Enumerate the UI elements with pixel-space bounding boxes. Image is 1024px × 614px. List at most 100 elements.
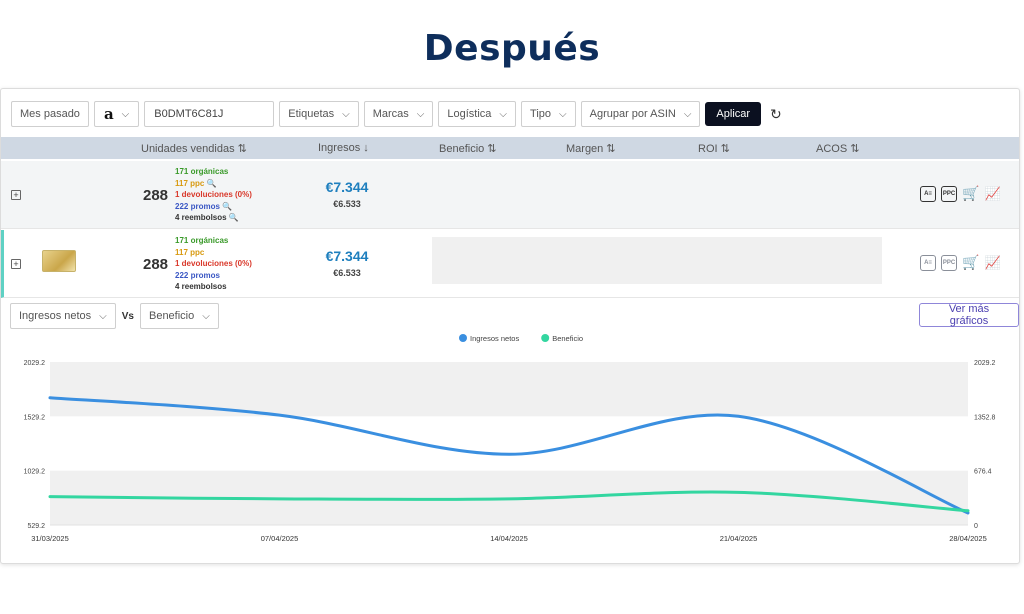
magnifier-icon[interactable]: 🔍	[222, 201, 233, 211]
loading-placeholder	[432, 237, 882, 284]
header-revenue[interactable]: Ingresos ↓	[318, 142, 369, 154]
promo-units[interactable]: 222 promos 🔍	[175, 201, 252, 213]
page-title: Después	[423, 28, 601, 69]
y-left-tick-label: 2029.2	[24, 360, 46, 367]
units-sold-value: 288	[143, 256, 169, 273]
row-actions: A≡ PPC 🛒 📈	[920, 185, 1001, 202]
translate-icon[interactable]: A≡	[920, 254, 936, 271]
sort-icon: ⇅	[720, 143, 730, 155]
chart-trend-icon[interactable]: 📈	[984, 185, 1001, 201]
header-margin[interactable]: Margen ⇅	[566, 142, 616, 155]
sort-icon: ⇅	[850, 143, 860, 155]
chevron-down-icon: ⌵	[202, 310, 210, 322]
refresh-icon[interactable]: ↻	[770, 105, 782, 122]
y-right-tick-label: 1352.8	[974, 414, 996, 421]
logistics-label: Logística	[447, 108, 492, 120]
y-left-tick-label: 529.2	[27, 523, 45, 530]
revenue-sub-value: €6.533	[333, 199, 361, 209]
y-right-tick-label: 0	[974, 523, 978, 530]
legend-label: Beneficio	[552, 334, 583, 343]
refund-units-label: 4 reembolsos	[175, 213, 227, 222]
type-select[interactable]: Tipo ⌵	[521, 101, 576, 127]
type-label: Tipo	[530, 108, 552, 120]
y-left-tick-label: 1029.2	[24, 469, 46, 476]
magnifier-icon[interactable]: 🔍	[228, 213, 239, 222]
table-header: Unidades vendidas ⇅ Ingresos ↓ Beneficio ⇅ …	[1, 137, 1019, 159]
revenue-value: €7.344	[325, 179, 369, 195]
header-roi[interactable]: ROI ⇅	[698, 142, 730, 155]
period-select[interactable]: Mes pasado	[11, 101, 89, 127]
refund-units[interactable]: 4 reembolsos 🔍	[175, 212, 252, 224]
more-charts-button[interactable]: Ver más gráficos	[919, 303, 1019, 327]
legend-marker	[541, 334, 550, 342]
ppc-units[interactable]: 117 ppc 🔍	[175, 178, 252, 190]
logistics-select[interactable]: Logística ⌵	[438, 101, 517, 127]
chevron-down-icon: ⌵	[342, 108, 350, 120]
sort-icon: ⇅	[606, 143, 616, 155]
line-chart: 2029.2 1529.2 1029.2 529.2 2029.2 1352.8 676.4…	[24, 334, 996, 543]
ppc-units-label: 117 ppc	[175, 178, 205, 188]
x-tick-label: 21/04/2025	[720, 534, 758, 543]
units-breakdown: 171 orgánicas 117 ppc 1 devoluciones (0%…	[175, 235, 252, 293]
group-by-label: Agrupar por ASIN	[589, 108, 676, 120]
marketplace-select[interactable]: a ⌵	[93, 101, 140, 127]
expand-toggle[interactable]: +	[11, 190, 21, 200]
units-sold-value: 288	[143, 187, 169, 204]
promo-units-label: 222 promos	[175, 201, 220, 211]
chevron-down-icon: ⌵	[121, 108, 130, 120]
chevron-down-icon: ⌵	[99, 310, 107, 322]
metric-a-select[interactable]: Ingresos netos ⌵	[10, 303, 116, 329]
refund-units: 4 reembolsos	[175, 282, 227, 291]
ppc-icon[interactable]: PPC	[941, 185, 957, 202]
cart-icon[interactable]: 🛒	[962, 185, 980, 201]
ppc-units: 117 ppc	[175, 247, 205, 257]
ppc-icon[interactable]: PPC	[941, 254, 957, 271]
magnifier-icon[interactable]: 🔍	[206, 178, 217, 188]
chart-trend-icon[interactable]: 📈	[984, 254, 1001, 270]
expand-toggle[interactable]: +	[11, 259, 21, 269]
sort-desc-icon: ↓	[363, 142, 369, 154]
sort-icon: ⇅	[237, 143, 247, 155]
chevron-down-icon: ⌵	[683, 108, 692, 120]
y-right-tick-label: 676.4	[974, 469, 992, 476]
legend-marker	[459, 334, 467, 342]
cart-icon[interactable]: 🛒	[962, 254, 980, 270]
series-line-profit	[48, 490, 970, 513]
tags-select[interactable]: Etiquetas ⌵	[279, 101, 359, 127]
asin-input[interactable]	[144, 101, 275, 127]
x-tick-label: 07/04/2025	[261, 534, 299, 543]
legend-label: Ingresos netos	[470, 334, 519, 343]
chevron-down-icon: ⌵	[559, 108, 567, 120]
row-actions: A≡ PPC 🛒 📈	[920, 254, 1001, 271]
revenue-sub-value: €6.533	[333, 268, 361, 278]
product-thumbnail[interactable]	[42, 250, 76, 272]
revenue-value: €7.344	[325, 248, 369, 264]
brands-label: Marcas	[372, 108, 409, 120]
apply-button[interactable]: Aplicar	[705, 102, 762, 126]
vs-label: Vs	[121, 310, 134, 322]
dashboard-panel: Mes pasado a ⌵ Etiquetas ⌵ Marcas ⌵ Logíst…	[0, 88, 1020, 564]
table-row: + 288 171 orgánicas 117 ppc 🔍 1 devoluci…	[1, 161, 1019, 229]
header-label: Margen	[566, 143, 604, 155]
header-label: Ingresos	[318, 142, 361, 154]
metric-a-label: Ingresos netos	[19, 310, 92, 322]
chevron-down-icon: ⌵	[499, 108, 508, 120]
group-by-select[interactable]: Agrupar por ASIN ⌵	[580, 101, 701, 127]
returns-units: 1 devoluciones (0%)	[175, 259, 252, 268]
header-units-sold[interactable]: Unidades vendidas ⇅	[141, 142, 247, 155]
units-breakdown: 171 orgánicas 117 ppc 🔍 1 devoluciones (…	[175, 166, 252, 224]
brands-select[interactable]: Marcas ⌵	[363, 101, 434, 127]
y-left-tick-label: 1529.2	[24, 414, 46, 421]
x-tick-label: 31/03/2025	[31, 534, 69, 543]
header-acos[interactable]: ACOS ⇅	[816, 142, 859, 155]
header-label: ROI	[698, 143, 718, 155]
metric-b-select[interactable]: Beneficio ⌵	[139, 303, 219, 329]
promo-units: 222 promos	[175, 270, 220, 280]
y-right-tick-label: 2029.2	[974, 360, 996, 367]
metric-b-label: Beneficio	[148, 310, 195, 322]
translate-icon[interactable]: A≡	[920, 185, 936, 202]
header-profit[interactable]: Beneficio ⇅	[439, 142, 496, 155]
period-label: Mes pasado	[20, 108, 80, 120]
returns-units: 1 devoluciones (0%)	[175, 190, 252, 199]
table-row: + 288 171 orgánicas 117 ppc 1 devolucion…	[1, 230, 1019, 298]
